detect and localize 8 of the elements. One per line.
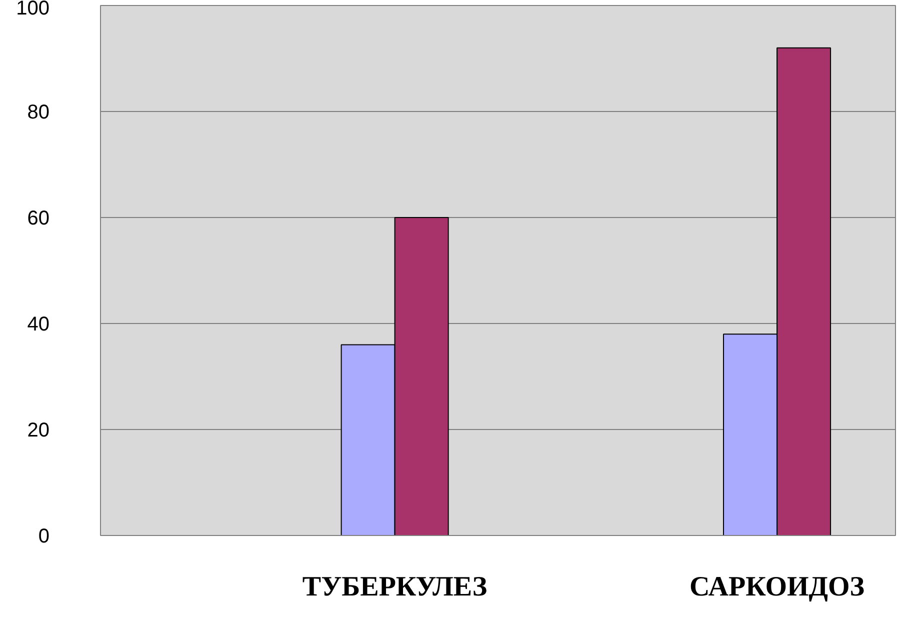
y-tick-label: 100 bbox=[16, 0, 50, 20]
y-tick-label: 0 bbox=[38, 526, 50, 548]
y-tick-label: 60 bbox=[27, 208, 50, 230]
x-tick-label: САРКОИДОЗ bbox=[689, 572, 865, 602]
y-tick-label: 20 bbox=[27, 420, 50, 442]
x-tick-label: ТУБЕРКУЛЕЗ bbox=[302, 572, 488, 602]
y-tick-label: 80 bbox=[27, 102, 50, 124]
y-tick-label: 40 bbox=[27, 314, 50, 336]
